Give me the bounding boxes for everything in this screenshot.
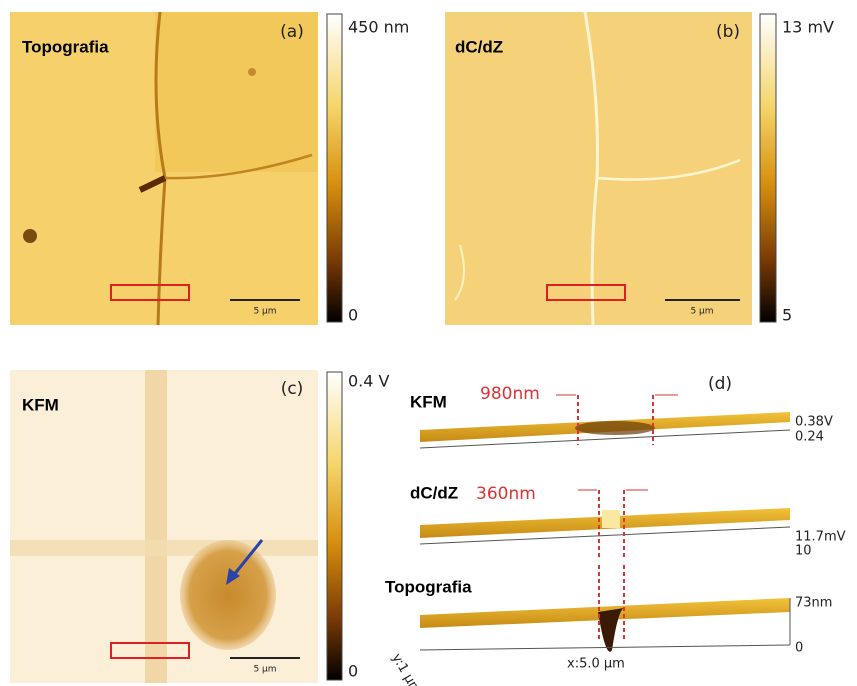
profile-width: 360nm (476, 484, 536, 504)
colorbar-max: 450 nm (348, 18, 409, 37)
colorbar-max: 0.4 V (348, 372, 390, 391)
panel-label: (b) (716, 22, 740, 42)
profile-title: KFM (410, 392, 447, 411)
x-axis-label: x:5.0 µm (567, 657, 625, 672)
panel-label: (d) (708, 374, 732, 394)
profile-title: Topografia (385, 577, 472, 596)
scale-bar-label: 5 µm (690, 307, 713, 317)
scale-bar-label: 5 µm (253, 307, 276, 317)
profile-max: 73nm (795, 596, 832, 611)
profile-width: 980nm (480, 384, 540, 404)
figure: 5 µm Topografia (a) 450 nm 0 5 µm dC/dZ … (0, 0, 857, 686)
panel-label: (c) (281, 379, 304, 399)
panel-d: (d) KFM 980nm 0.38V 0.24 dC/dZ 360nm 11.… (385, 374, 846, 686)
panel-c: 5 µm KFM (c) 0.4 V 0 (10, 370, 390, 683)
profile-min: 10 (795, 544, 812, 559)
colorbar-min: 0 (348, 662, 358, 681)
profile-title: dC/dZ (410, 483, 458, 502)
colorbar-min: 5 (782, 306, 792, 325)
panel-a: 5 µm Topografia (a) 450 nm 0 (10, 12, 409, 325)
panel-title: dC/dZ (455, 37, 503, 56)
panel-b: 5 µm dC/dZ (b) 13 mV 5 (445, 12, 834, 325)
y-axis-label: y:1 µm (389, 651, 424, 686)
scale-bar-label: 5 µm (253, 665, 276, 675)
colorbar-min: 0 (348, 306, 358, 325)
profile-max: 11.7mV (795, 530, 846, 545)
profile-max: 0.38V (795, 415, 833, 430)
panel-title: KFM (22, 395, 59, 414)
profile-min: 0.24 (795, 430, 824, 445)
panel-title: Topografia (22, 37, 109, 56)
colorbar-max: 13 mV (782, 18, 834, 37)
panel-label: (a) (280, 22, 304, 42)
profile-min: 0 (795, 641, 803, 656)
